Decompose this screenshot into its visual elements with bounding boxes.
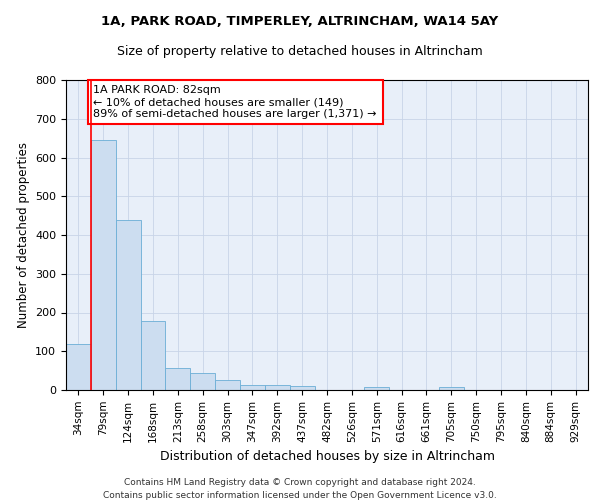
Bar bbox=[116, 220, 140, 390]
Bar bbox=[166, 368, 190, 390]
Text: Contains HM Land Registry data © Crown copyright and database right 2024.: Contains HM Land Registry data © Crown c… bbox=[124, 478, 476, 487]
Text: Contains public sector information licensed under the Open Government Licence v3: Contains public sector information licen… bbox=[103, 490, 497, 500]
Bar bbox=[439, 387, 464, 390]
Bar bbox=[240, 386, 265, 390]
Bar bbox=[91, 140, 116, 390]
X-axis label: Distribution of detached houses by size in Altrincham: Distribution of detached houses by size … bbox=[160, 450, 494, 463]
Bar bbox=[215, 380, 240, 390]
Text: 1A, PARK ROAD, TIMPERLEY, ALTRINCHAM, WA14 5AY: 1A, PARK ROAD, TIMPERLEY, ALTRINCHAM, WA… bbox=[101, 15, 499, 28]
Bar bbox=[290, 386, 314, 390]
Y-axis label: Number of detached properties: Number of detached properties bbox=[17, 142, 29, 328]
Text: Size of property relative to detached houses in Altrincham: Size of property relative to detached ho… bbox=[117, 45, 483, 58]
Text: 1A PARK ROAD: 82sqm
← 10% of detached houses are smaller (149)
89% of semi-detac: 1A PARK ROAD: 82sqm ← 10% of detached ho… bbox=[94, 86, 377, 118]
Bar bbox=[190, 374, 215, 390]
Bar bbox=[66, 344, 91, 390]
Bar bbox=[265, 385, 290, 390]
Bar bbox=[364, 387, 389, 390]
Bar bbox=[140, 321, 166, 390]
